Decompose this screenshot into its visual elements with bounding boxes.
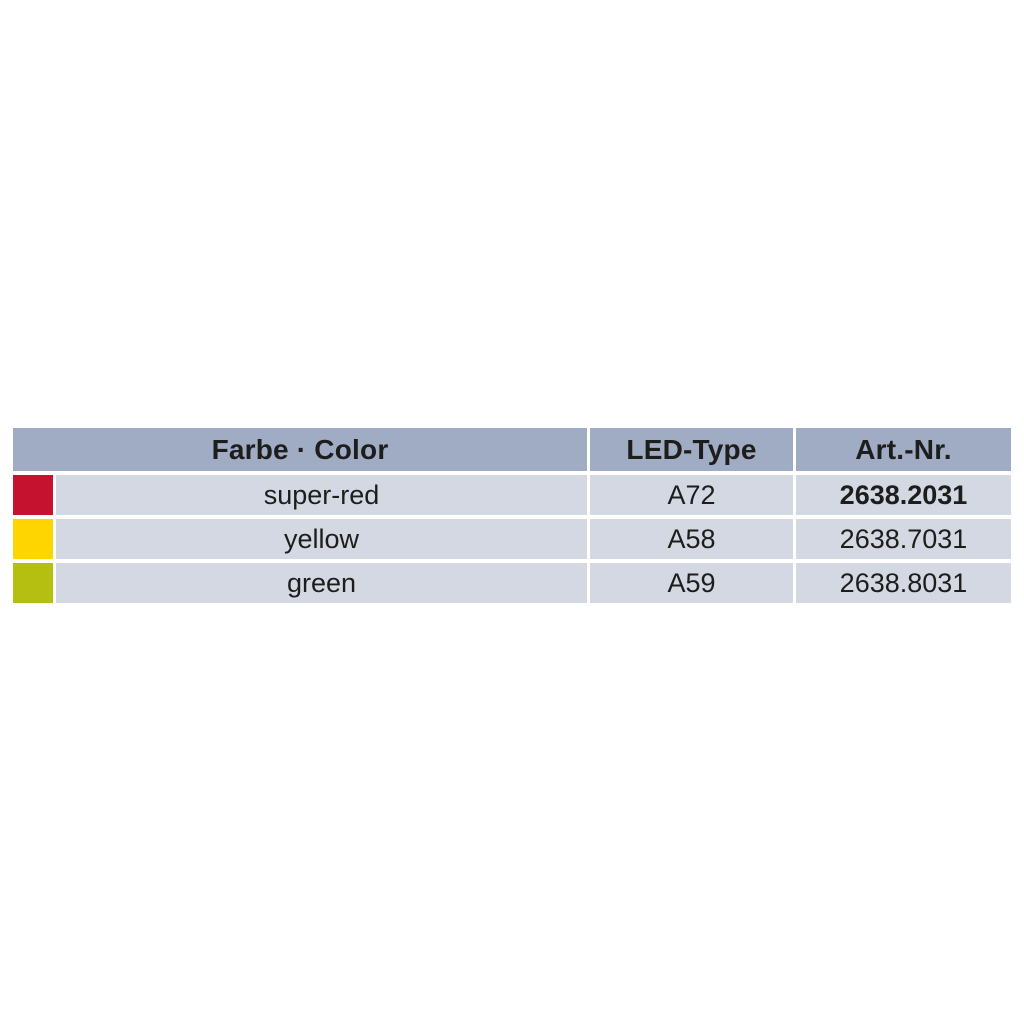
table-row: green A59 2638.8031 xyxy=(13,563,1011,603)
led-type-cell: A58 xyxy=(590,519,793,559)
table-row: yellow A58 2638.7031 xyxy=(13,519,1011,559)
art-nr-cell: 2638.8031 xyxy=(796,563,1011,603)
color-name-cell: green xyxy=(56,563,587,603)
green-swatch xyxy=(13,563,53,603)
art-nr-cell: 2638.7031 xyxy=(796,519,1011,559)
header-cell-farbe-color: Farbe · Color xyxy=(13,428,587,471)
art-nr-cell: 2638.2031 xyxy=(796,475,1011,515)
color-name-cell: yellow xyxy=(56,519,587,559)
table-row: super-red A72 2638.2031 xyxy=(13,475,1011,515)
led-type-cell: A72 xyxy=(590,475,793,515)
led-color-table: Farbe · Color LED-Type Art.-Nr. super-re… xyxy=(13,428,1011,603)
super-red-swatch xyxy=(13,475,53,515)
color-name-cell: super-red xyxy=(56,475,587,515)
header-cell-art-nr: Art.-Nr. xyxy=(796,428,1011,471)
table-header-row: Farbe · Color LED-Type Art.-Nr. xyxy=(13,428,1011,471)
header-cell-led-type: LED-Type xyxy=(590,428,793,471)
led-type-cell: A59 xyxy=(590,563,793,603)
yellow-swatch xyxy=(13,519,53,559)
